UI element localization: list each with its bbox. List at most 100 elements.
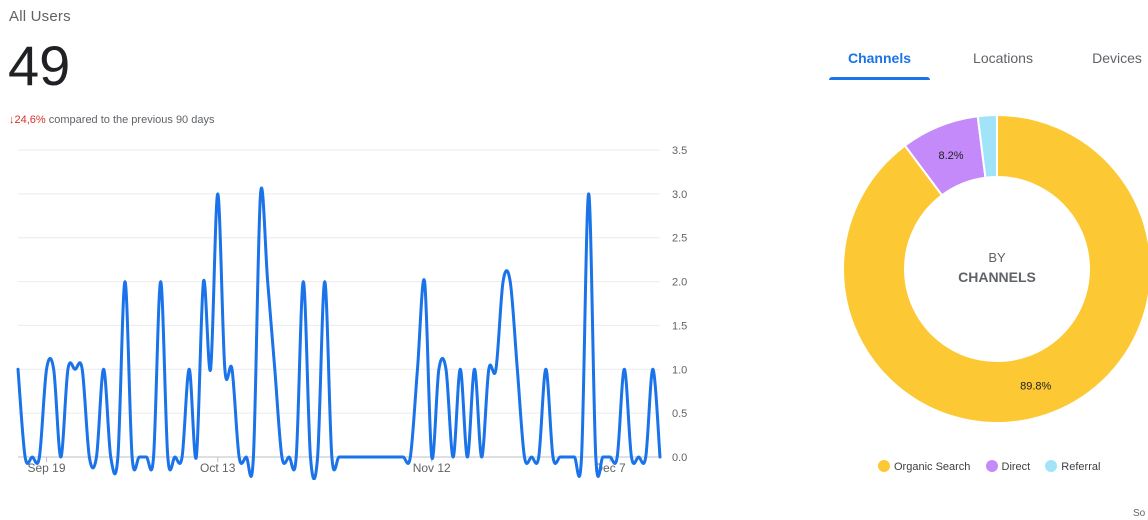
data-point[interactable]: [344, 455, 349, 460]
data-point[interactable]: [51, 367, 56, 372]
tab-channels[interactable]: Channels: [829, 50, 930, 80]
data-point[interactable]: [501, 279, 506, 284]
data-point[interactable]: [522, 455, 527, 460]
legend-item-direct[interactable]: Direct: [985, 460, 1030, 473]
data-point[interactable]: [65, 367, 70, 372]
data-point[interactable]: [108, 455, 113, 460]
data-point[interactable]: [294, 455, 299, 460]
data-point[interactable]: [165, 455, 170, 460]
data-point[interactable]: [622, 367, 627, 372]
data-point[interactable]: [508, 279, 513, 284]
data-point[interactable]: [308, 455, 313, 460]
data-point[interactable]: [301, 279, 306, 284]
data-point[interactable]: [422, 279, 427, 284]
data-point[interactable]: [465, 455, 470, 460]
data-point[interactable]: [237, 455, 242, 460]
data-point[interactable]: [572, 455, 577, 460]
data-point[interactable]: [101, 367, 106, 372]
data-point[interactable]: [58, 455, 63, 460]
data-point[interactable]: [551, 455, 556, 460]
data-point[interactable]: [401, 455, 406, 460]
data-point[interactable]: [287, 455, 292, 460]
data-point[interactable]: [144, 455, 149, 460]
data-point[interactable]: [451, 455, 456, 460]
data-point[interactable]: [208, 367, 213, 372]
data-point[interactable]: [23, 455, 28, 460]
data-point[interactable]: [94, 455, 99, 460]
data-point[interactable]: [565, 455, 570, 460]
data-point[interactable]: [80, 367, 85, 372]
legend-item-referral[interactable]: Referral: [1045, 460, 1100, 473]
data-point[interactable]: [244, 455, 249, 460]
data-point[interactable]: [636, 455, 641, 460]
data-point[interactable]: [187, 367, 192, 372]
data-point[interactable]: [458, 367, 463, 372]
data-point[interactable]: [315, 455, 320, 460]
data-point[interactable]: [579, 455, 584, 460]
data-point[interactable]: [493, 367, 498, 372]
data-point[interactable]: [372, 455, 377, 460]
data-point[interactable]: [351, 455, 356, 460]
data-point[interactable]: [536, 455, 541, 460]
data-point[interactable]: [386, 455, 391, 460]
data-point[interactable]: [180, 455, 185, 460]
data-point[interactable]: [643, 455, 648, 460]
slice-referral[interactable]: [976, 113, 998, 179]
users-series-line[interactable]: [16, 186, 662, 480]
data-point[interactable]: [37, 455, 42, 460]
data-point[interactable]: [115, 455, 120, 460]
data-point[interactable]: [650, 367, 655, 372]
data-point[interactable]: [394, 455, 399, 460]
data-point[interactable]: [408, 455, 413, 460]
data-point[interactable]: [73, 367, 78, 372]
data-point[interactable]: [436, 367, 441, 372]
tab-locations[interactable]: Locations: [958, 50, 1048, 80]
data-point[interactable]: [379, 455, 384, 460]
slice-organic-search[interactable]: [842, 113, 1148, 424]
data-point[interactable]: [251, 455, 256, 460]
data-point[interactable]: [194, 455, 199, 460]
data-point[interactable]: [272, 367, 277, 372]
data-point[interactable]: [593, 455, 598, 460]
data-point[interactable]: [30, 455, 35, 460]
data-point[interactable]: [586, 191, 591, 196]
data-point[interactable]: [158, 279, 163, 284]
data-point[interactable]: [329, 455, 334, 460]
data-point[interactable]: [615, 455, 620, 460]
data-point[interactable]: [479, 455, 484, 460]
data-point[interactable]: [629, 455, 634, 460]
data-point[interactable]: [658, 455, 663, 460]
data-point[interactable]: [429, 455, 434, 460]
data-point[interactable]: [322, 279, 327, 284]
data-point[interactable]: [16, 367, 21, 372]
data-point[interactable]: [600, 455, 605, 460]
data-point[interactable]: [543, 367, 548, 372]
data-point[interactable]: [215, 191, 220, 196]
data-point[interactable]: [472, 367, 477, 372]
data-point[interactable]: [515, 367, 520, 372]
data-point[interactable]: [123, 279, 128, 284]
data-point[interactable]: [486, 367, 491, 372]
legend-item-organic-search[interactable]: Organic Search: [878, 460, 970, 473]
data-point[interactable]: [279, 455, 284, 460]
data-point[interactable]: [222, 367, 227, 372]
data-point[interactable]: [172, 455, 177, 460]
data-point[interactable]: [608, 455, 613, 460]
data-point[interactable]: [87, 455, 92, 460]
data-point[interactable]: [365, 455, 370, 460]
data-point[interactable]: [265, 279, 270, 284]
data-point[interactable]: [201, 279, 206, 284]
data-point[interactable]: [415, 367, 420, 372]
data-point[interactable]: [130, 455, 135, 460]
data-point[interactable]: [529, 455, 534, 460]
data-point[interactable]: [337, 455, 342, 460]
data-point[interactable]: [137, 455, 142, 460]
data-point[interactable]: [258, 191, 263, 196]
data-point[interactable]: [230, 367, 235, 372]
data-point[interactable]: [44, 367, 49, 372]
tab-devices[interactable]: Devices: [1082, 50, 1148, 80]
data-point[interactable]: [151, 455, 156, 460]
data-point[interactable]: [444, 367, 449, 372]
data-point[interactable]: [558, 455, 563, 460]
data-point[interactable]: [358, 455, 363, 460]
